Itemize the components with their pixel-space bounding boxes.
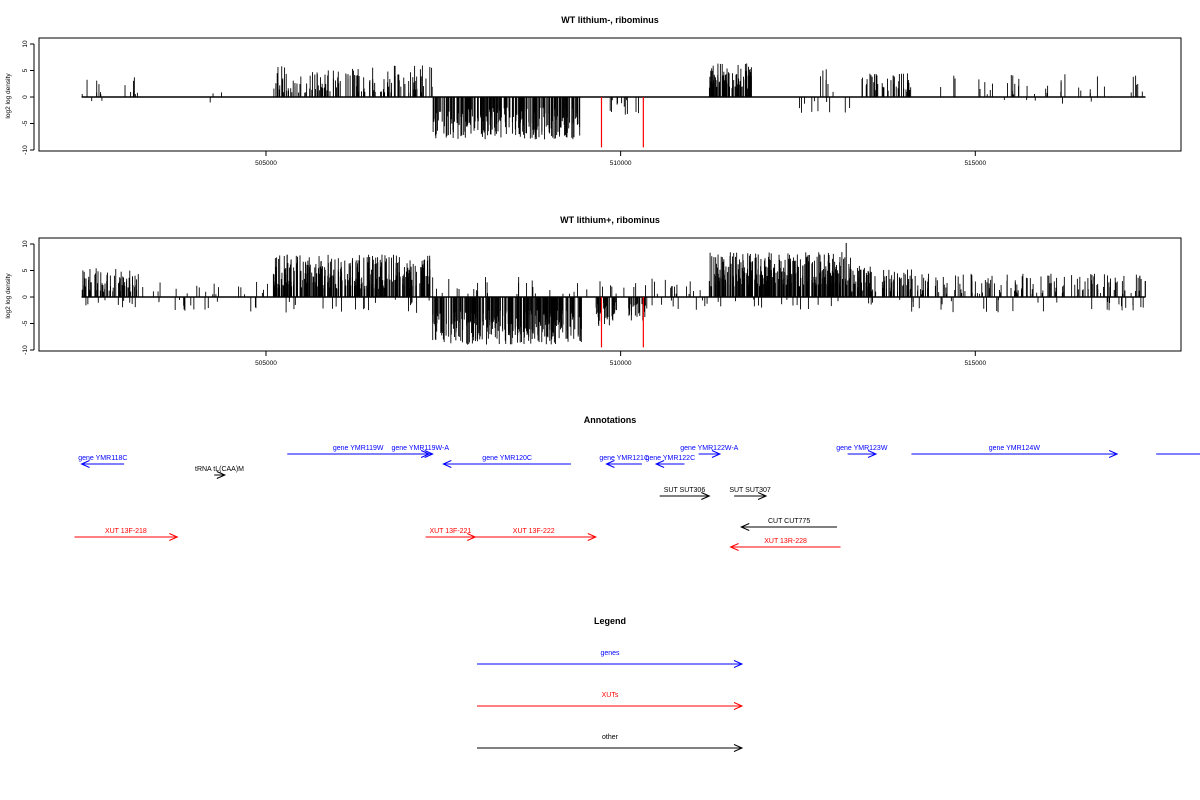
panel-title: WT lithium+, ribominus: [560, 215, 660, 225]
x-tick-label: 515000: [964, 160, 986, 167]
x-axis: 505000 510000 515000: [255, 151, 987, 167]
annotation-feature: tRNA tL(CAA)M: [195, 466, 244, 479]
legend-arrowhead: [733, 744, 744, 752]
y-axis: 10 5 0 -5 -10: [22, 240, 35, 355]
annotation-arrowhead: [587, 533, 598, 541]
annotation-arrowhead: [729, 543, 739, 551]
annotation-arrowhead: [757, 492, 768, 500]
annotation-feature: SUT SUT307: [729, 487, 771, 500]
annotation-feature: SUT SUT306: [659, 487, 711, 500]
annotation-arrowhead: [1108, 450, 1119, 458]
plot-frame: [38, 37, 1182, 152]
annotation-label: XUT 13F-218: [105, 528, 147, 535]
annotations-title: Annotations: [584, 415, 637, 425]
annotation-feature: XUT 13R-228: [729, 538, 841, 551]
x-tick-label: 510000: [610, 360, 632, 367]
annotation-label: tRNA tL(CAA)M: [195, 466, 244, 473]
annotation-label: gene YMR119W: [333, 445, 384, 452]
x-tick-label: 515000: [964, 360, 986, 367]
panel-title: WT lithium-, ribominus: [561, 15, 659, 25]
y-axis: 10 5 0 -5 -10: [22, 40, 35, 155]
annotation-arrowhead: [424, 450, 434, 458]
annotation-arrowhead: [654, 460, 665, 468]
y-tick-label: 0: [22, 295, 29, 299]
legend-arrowhead: [733, 702, 744, 710]
legend-item: XUTs: [477, 692, 744, 710]
y-tick-label: 10: [22, 40, 29, 48]
annotation-label: CUT CUT775: [768, 518, 810, 525]
legend-label: genes: [600, 650, 620, 657]
track-panel-lithium-minus: WT lithium-, ribominus log2 log density …: [5, 15, 1182, 167]
annotation-label: gene YMR123W: [836, 445, 888, 452]
legend-title: Legend: [594, 616, 626, 626]
annotation-label: gene YMR118C: [78, 455, 127, 462]
legend-item: other: [477, 734, 744, 752]
annotation-label: gene YMR120C: [482, 455, 532, 462]
annotation-arrowhead: [867, 450, 878, 458]
legend-item: genes: [477, 650, 744, 668]
annotation-feature: gene YMR120C: [442, 455, 571, 468]
x-axis: 505000 510000 515000: [255, 351, 987, 367]
annotation-arrowhead: [605, 460, 615, 468]
annotation-feature: gene YMR124W: [911, 445, 1119, 458]
annotation-arrowhead: [739, 523, 750, 531]
annotation-feature: gene YMR119W-A: [391, 445, 449, 458]
y-axis-label: log2 log density: [5, 73, 12, 119]
y-tick-label: -5: [22, 320, 29, 326]
x-tick-label: 505000: [255, 360, 277, 367]
density-bars: [81, 242, 1146, 345]
legend-panel: Legend genes XUTs other: [477, 616, 744, 752]
annotation-label: SUT SUT307: [729, 487, 771, 494]
annotation-feature: XUT 13F-222: [471, 528, 598, 541]
annotation-label: XUT 13R-228: [764, 538, 807, 545]
annotation-feature: gene YMR122C: [645, 455, 695, 468]
y-tick-label: 10: [22, 240, 29, 248]
annotation-arrowhead: [711, 450, 722, 458]
legend-arrowhead: [733, 660, 744, 668]
annotation-label: XUT 13F-222: [513, 528, 555, 535]
annotation-arrowhead: [216, 471, 227, 479]
plot-frame: [38, 237, 1182, 352]
annotation-arrowhead: [169, 533, 179, 541]
annotation-label: SUT SUT306: [664, 487, 706, 494]
annotation-feature: CUT CUT775: [739, 518, 837, 531]
density-bars: [81, 63, 1143, 140]
annotation-label: gene YMR122C: [645, 455, 695, 462]
annotation-arrowhead: [80, 460, 90, 468]
legend-label: XUTs: [602, 692, 619, 699]
y-tick-label: 5: [22, 268, 29, 272]
annotation-feature: gene YMR121C: [599, 455, 649, 468]
annotation-label: gene YMR124W: [989, 445, 1041, 452]
annotation-feature: gene YMR122W-A: [680, 445, 739, 458]
y-tick-label: 0: [22, 95, 29, 99]
annotation-label: gene YMR119W-A: [391, 445, 449, 452]
legend-label: other: [602, 734, 619, 741]
annotation-arrowhead: [701, 492, 711, 500]
annotation-label: XUT 13F-221: [429, 528, 471, 535]
x-tick-label: 505000: [255, 160, 277, 167]
annotation-feature: gene YMR123W: [836, 445, 888, 458]
y-tick-label: -10: [22, 145, 29, 155]
track-panel-lithium-plus: WT lithium+, ribominus log2 log density …: [5, 215, 1182, 367]
annotation-label: gene YMR121C: [599, 455, 649, 462]
y-tick-label: 5: [22, 68, 29, 72]
y-tick-label: -10: [22, 345, 29, 355]
annotation-label: gene YMR122W-A: [680, 445, 738, 452]
x-tick-label: 510000: [610, 160, 632, 167]
annotation-arrowhead: [442, 460, 452, 468]
annotation-feature: XUT 13F-218: [74, 528, 179, 541]
y-tick-label: -5: [22, 120, 29, 126]
annotations-panel: Annotations gene YMR118C tRNA tL(CAA)M gen…: [74, 415, 1200, 551]
annotation-feature: XUT 13F-221: [425, 528, 477, 541]
annotation-feature: gene YMR118C: [78, 455, 127, 468]
y-axis-label: log2 log density: [5, 273, 12, 319]
